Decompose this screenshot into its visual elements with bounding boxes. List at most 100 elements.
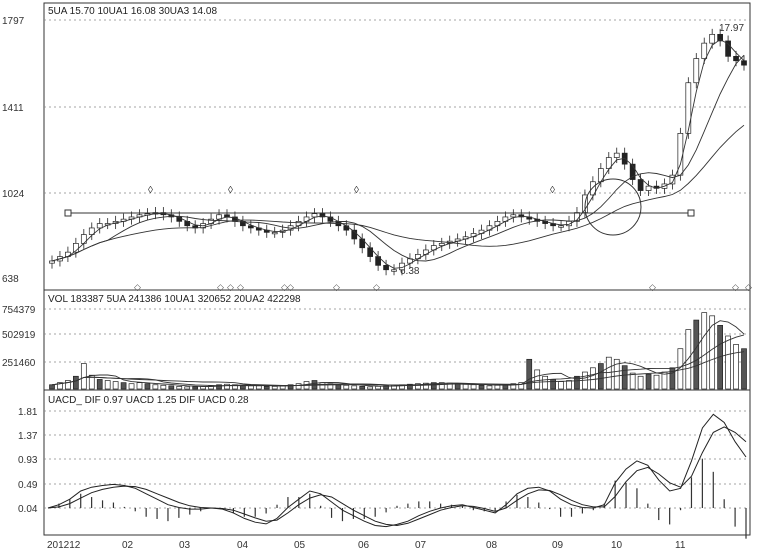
candle-body	[319, 213, 326, 218]
high-annotation: 17.97	[719, 23, 744, 34]
volume-bar	[65, 380, 71, 390]
volume-bar	[184, 386, 191, 390]
volume-bar	[486, 385, 493, 390]
volume-bar	[271, 385, 278, 390]
vol-ma-10ua1-line	[51, 334, 745, 387]
volume-bar	[263, 385, 270, 390]
volume-bar	[422, 382, 429, 390]
resistance-start-marker	[64, 209, 72, 217]
volume-bar	[248, 385, 254, 390]
volume-bar	[693, 319, 700, 390]
indicator-tick-0.49: 0.49	[18, 480, 38, 491]
indicator-tick-1.37: 1.37	[18, 431, 38, 442]
price-tick-1797: 1797	[2, 16, 25, 27]
chart-markers: ◊ ◊ ◊ ◊◇ ◇ ◇ ◇ ◇ ◇ ◇ ◇ ◇ ◇ ◇	[134, 185, 752, 292]
volume-bar	[430, 382, 437, 390]
volume-bar	[462, 383, 469, 390]
x-tick-04: 04	[237, 540, 249, 551]
price-header: 5UA 15.70 10UA1 16.08 30UA3 14.08	[48, 6, 217, 17]
volume-bar	[80, 363, 87, 390]
x-tick-02: 02	[122, 540, 134, 551]
candle-body	[88, 227, 95, 235]
volume-bar	[287, 384, 294, 390]
volume-bar	[438, 382, 445, 390]
volume-bar	[645, 373, 652, 390]
volume-bar	[343, 384, 350, 390]
volume-bar	[526, 358, 533, 390]
candle-body	[510, 214, 517, 218]
volume-bar	[112, 381, 119, 390]
candle-body	[669, 174, 676, 185]
x-tick-11: 11	[675, 540, 686, 551]
dividend-marker: ◇	[227, 282, 234, 292]
dividend-marker: ◇	[373, 282, 380, 292]
volume-bar	[255, 385, 262, 390]
volume-bar	[152, 384, 159, 390]
dividend-marker: ◇	[281, 282, 288, 292]
volume-bar	[613, 358, 620, 390]
volume-bar	[128, 383, 135, 390]
event-marker: ◊	[354, 185, 359, 196]
x-tick-201212: 201212	[47, 540, 81, 551]
dividend-marker: ◇	[333, 282, 340, 292]
dividend-marker: ◇	[745, 282, 752, 292]
volume-bar	[709, 315, 716, 390]
candle-body	[605, 157, 612, 169]
ma-10ua1-line	[51, 54, 745, 262]
volume-bar	[542, 375, 548, 390]
candle-body	[248, 225, 254, 229]
volume-bar	[144, 383, 151, 390]
volume-bar	[216, 384, 222, 390]
volume-bar	[192, 386, 199, 390]
indicator-series	[47, 413, 747, 539]
price-tick-638: 638	[2, 274, 19, 285]
dividend-marker: ◇	[237, 282, 244, 292]
dividend-marker: ◇	[649, 282, 656, 292]
vol-ma-5ua-line	[51, 320, 745, 387]
volume-bar	[701, 312, 708, 390]
volume-bar	[725, 335, 731, 390]
x-tick-09: 09	[552, 540, 564, 551]
candle-body	[383, 265, 389, 271]
volume-bar	[415, 383, 421, 390]
volume-bar	[176, 385, 183, 390]
price-tick-1024: 1024	[2, 189, 25, 200]
volume-bar	[120, 382, 127, 390]
ma-30ua3-line	[51, 124, 745, 262]
x-tick-03: 03	[179, 540, 191, 551]
volume-bar	[57, 382, 63, 390]
x-tick-08: 08	[486, 540, 498, 551]
volume-tick-251460: 251460	[2, 358, 36, 369]
volume-bar	[741, 348, 747, 390]
dividend-marker: ◇	[732, 282, 739, 292]
candle-body	[685, 82, 692, 134]
candle-body	[637, 179, 644, 191]
volume-bar	[351, 385, 358, 390]
candle-body	[73, 243, 79, 253]
volume-bar	[629, 372, 636, 390]
volume-bar	[49, 384, 55, 390]
indicator-tick-0.93: 0.93	[18, 455, 38, 466]
volume-bar	[550, 379, 556, 390]
volume-bar	[494, 384, 501, 390]
x-tick-10: 10	[611, 540, 623, 551]
candle-body	[701, 42, 708, 59]
x-tick-07: 07	[415, 540, 427, 551]
candle-body	[558, 225, 564, 228]
volume-bar	[574, 375, 580, 390]
volume-bar	[621, 365, 628, 390]
candle-body	[96, 223, 103, 229]
candle-body	[343, 225, 350, 231]
volume-bar	[160, 384, 167, 390]
dif-line	[47, 413, 747, 528]
event-marker: ◊	[148, 185, 153, 196]
candle-body	[351, 229, 358, 240]
volume-bar	[470, 384, 477, 390]
candle-body	[590, 181, 596, 196]
candle-body	[311, 213, 318, 218]
volume-bar	[605, 356, 612, 390]
event-marker: ◊	[550, 185, 555, 196]
candle-body	[693, 58, 700, 84]
candle-body	[645, 185, 652, 191]
dividend-marker: ◇	[134, 282, 141, 292]
